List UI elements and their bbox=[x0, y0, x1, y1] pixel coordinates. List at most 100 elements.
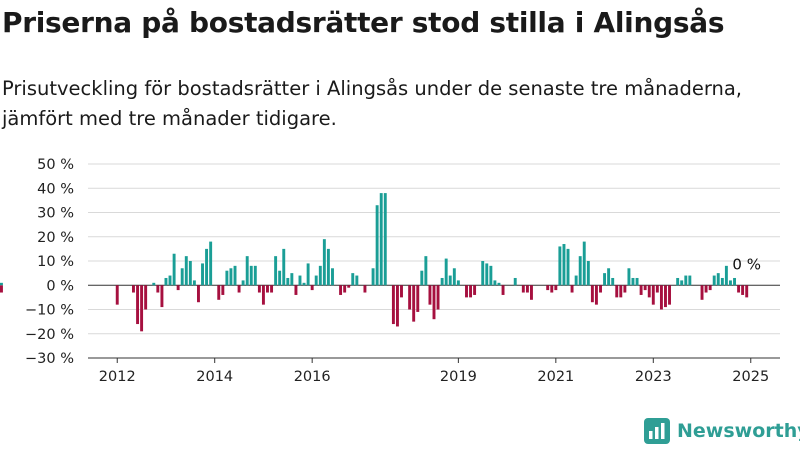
bar bbox=[197, 285, 200, 303]
bar bbox=[436, 285, 440, 310]
bar bbox=[615, 285, 619, 298]
bar bbox=[310, 285, 314, 291]
bar bbox=[314, 275, 318, 286]
bar bbox=[0, 285, 3, 293]
bar bbox=[704, 285, 708, 293]
bar bbox=[688, 275, 692, 286]
bar bbox=[444, 258, 448, 286]
bar-chart: 50 % 40 % 30 % 20 % 10 % 0 % −10 % −20 % −30 % 2… bbox=[0, 157, 780, 385]
bar bbox=[566, 248, 570, 286]
bar bbox=[205, 248, 209, 286]
bar bbox=[664, 285, 667, 308]
bar bbox=[331, 268, 334, 286]
bar bbox=[306, 263, 310, 286]
bar bbox=[440, 277, 444, 286]
bar bbox=[156, 285, 160, 293]
bar bbox=[659, 285, 663, 310]
bar bbox=[607, 268, 611, 286]
x-tick-label: 2023 bbox=[635, 369, 672, 385]
x-tick-label: 2021 bbox=[537, 369, 574, 385]
bar bbox=[737, 285, 741, 293]
bar bbox=[257, 285, 261, 293]
y-tick-label: 30 % bbox=[37, 206, 74, 222]
bar bbox=[188, 261, 192, 286]
bar bbox=[168, 275, 172, 286]
bar bbox=[452, 268, 456, 286]
bar bbox=[241, 280, 245, 286]
bar bbox=[570, 285, 574, 293]
y-axis-tick-labels: 50 % 40 % 30 % 20 % 10 % 0 % −10 % −20 % −30 % bbox=[25, 157, 74, 367]
bar bbox=[599, 285, 602, 293]
brand-logo: Newsworthy bbox=[644, 418, 800, 444]
bar bbox=[728, 280, 732, 286]
bar bbox=[546, 285, 550, 291]
bar bbox=[513, 277, 517, 286]
bar bbox=[631, 277, 635, 286]
bar bbox=[489, 265, 493, 286]
bar bbox=[270, 285, 274, 293]
bar bbox=[741, 285, 745, 295]
bar bbox=[347, 285, 351, 288]
bar bbox=[554, 285, 558, 291]
bar bbox=[668, 285, 671, 305]
bar bbox=[278, 270, 282, 286]
bar bbox=[237, 285, 241, 293]
bar bbox=[639, 285, 643, 295]
bar bbox=[501, 285, 505, 295]
bar bbox=[363, 285, 367, 293]
bar bbox=[724, 265, 728, 286]
bar bbox=[136, 285, 140, 325]
bar bbox=[412, 285, 416, 322]
bar bbox=[485, 263, 489, 286]
bar bbox=[530, 285, 533, 300]
newsworthy-logo-icon bbox=[644, 418, 670, 444]
bar bbox=[253, 265, 257, 286]
bar bbox=[416, 285, 420, 312]
bar bbox=[192, 280, 196, 286]
bar bbox=[481, 261, 485, 286]
bar bbox=[318, 265, 322, 286]
bar bbox=[712, 275, 716, 286]
bar bbox=[420, 270, 424, 286]
y-tick-label: −20 % bbox=[25, 327, 74, 343]
bar bbox=[497, 282, 501, 286]
bar bbox=[229, 268, 233, 286]
bar bbox=[152, 282, 156, 286]
bar bbox=[184, 256, 188, 286]
bar bbox=[708, 285, 712, 291]
bar bbox=[261, 285, 265, 305]
bar bbox=[245, 256, 249, 286]
bar bbox=[465, 285, 468, 298]
bar bbox=[209, 241, 213, 286]
bar bbox=[343, 285, 347, 293]
bar bbox=[379, 193, 383, 286]
bar bbox=[326, 248, 330, 286]
y-tick-label: 20 % bbox=[37, 230, 74, 246]
bar bbox=[700, 285, 704, 300]
bar bbox=[180, 268, 184, 286]
y-tick-label: 10 % bbox=[37, 254, 74, 270]
bar bbox=[684, 275, 688, 286]
bar bbox=[448, 275, 452, 286]
bar bbox=[619, 285, 623, 298]
bar bbox=[651, 285, 655, 305]
bar bbox=[176, 285, 180, 291]
bar bbox=[680, 280, 684, 286]
bar bbox=[745, 285, 749, 298]
bar bbox=[647, 285, 651, 298]
bar bbox=[355, 275, 359, 286]
x-tick-label: 2016 bbox=[294, 369, 331, 385]
bar bbox=[282, 248, 286, 286]
bar bbox=[469, 285, 473, 298]
bar bbox=[400, 285, 403, 298]
bar bbox=[395, 285, 399, 327]
bar bbox=[221, 285, 225, 295]
bar bbox=[550, 285, 554, 293]
x-tick-label: 2014 bbox=[196, 369, 233, 385]
bar bbox=[611, 277, 615, 286]
bar bbox=[0, 282, 3, 286]
x-tick-label: 2012 bbox=[99, 369, 136, 385]
bar bbox=[716, 273, 720, 286]
bar bbox=[322, 239, 326, 286]
bar bbox=[623, 285, 627, 293]
